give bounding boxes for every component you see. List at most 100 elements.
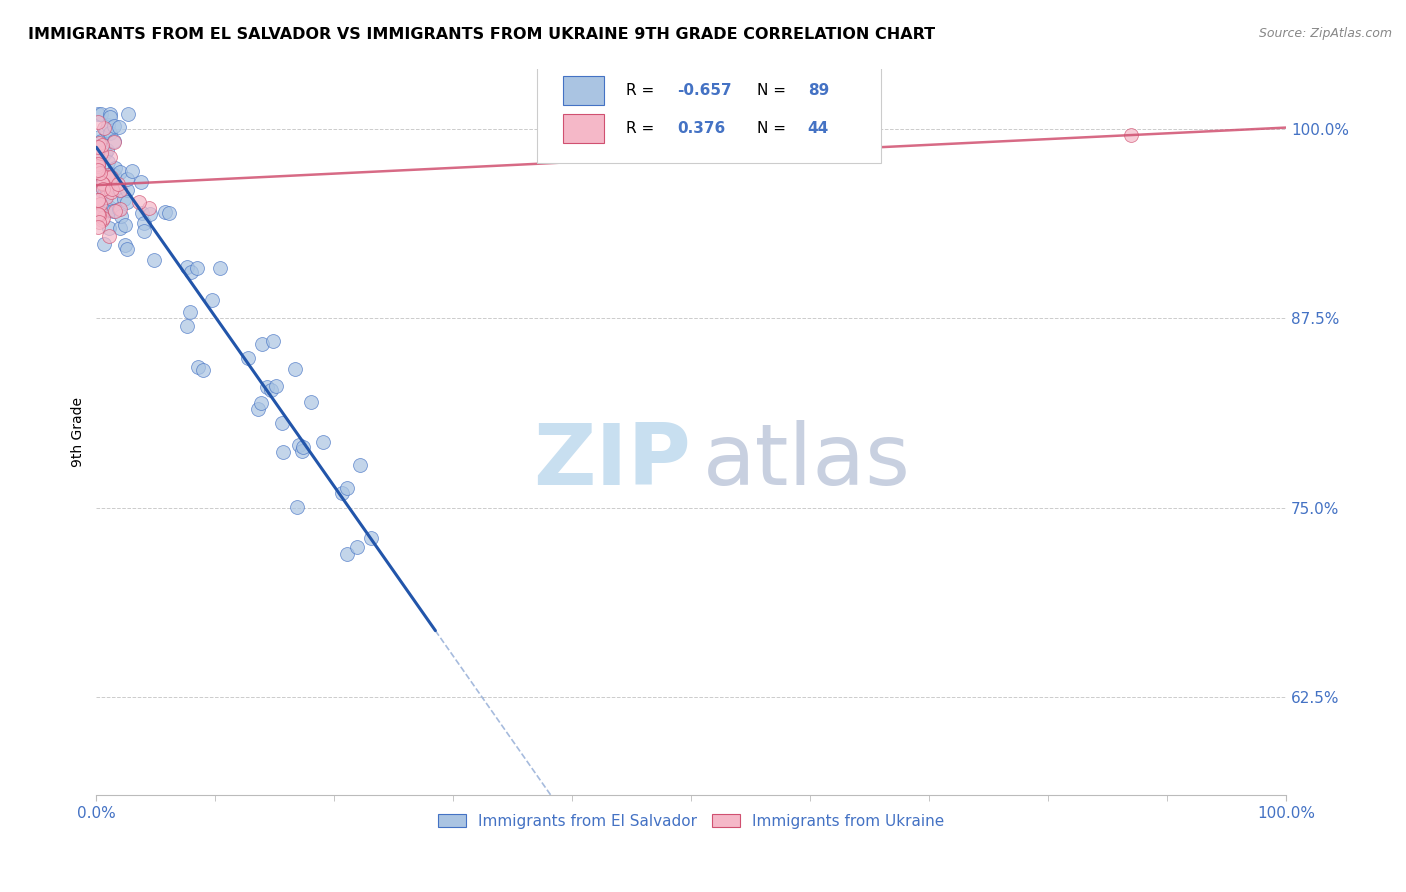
Point [101, 193, 124, 207]
Text: ZIP: ZIP [533, 419, 692, 502]
Point [101, 203, 124, 218]
Point [259, 383, 281, 397]
Point [247, 402, 270, 417]
Point [349, 458, 371, 473]
Point [87, 208, 110, 222]
Point [201, 293, 224, 307]
Point [143, 252, 166, 267]
Point [291, 444, 314, 458]
Point [90, 146, 112, 161]
Point [108, 120, 131, 134]
Point [115, 183, 138, 197]
Point [138, 207, 160, 221]
Point [108, 202, 131, 217]
Point [191, 363, 214, 377]
Point [134, 224, 156, 238]
Point [179, 305, 201, 319]
Point [86, 159, 108, 173]
Point [108, 183, 131, 197]
Point [96, 123, 118, 137]
Point [91, 147, 114, 161]
Point [108, 202, 131, 216]
Point [180, 265, 202, 279]
Text: 0.376: 0.376 [676, 121, 725, 136]
Point [108, 220, 131, 235]
Point [98, 107, 121, 121]
FancyBboxPatch shape [537, 54, 882, 163]
Point [262, 334, 284, 348]
Point [93, 237, 115, 252]
Point [91, 138, 114, 153]
Point [157, 206, 180, 220]
Point [87, 140, 110, 154]
Point [271, 416, 294, 430]
Point [98, 182, 121, 196]
Point [250, 396, 273, 410]
Point [87, 136, 110, 150]
Point [100, 186, 122, 200]
Text: N =: N = [756, 121, 790, 136]
FancyBboxPatch shape [562, 76, 605, 105]
Point [97, 118, 120, 132]
Point [117, 242, 139, 256]
Point [90, 107, 112, 121]
Point [292, 440, 315, 454]
Point [91, 212, 114, 227]
Point [86, 207, 108, 221]
Point [284, 362, 307, 376]
Point [103, 169, 125, 183]
Y-axis label: 9th Grade: 9th Grade [72, 397, 86, 467]
Point [104, 204, 127, 219]
Point [91, 177, 114, 191]
Point [271, 445, 294, 459]
Point [103, 120, 125, 134]
Point [86, 193, 108, 207]
Point [98, 200, 121, 214]
Point [128, 194, 150, 209]
Legend: Immigrants from El Salvador, Immigrants from Ukraine: Immigrants from El Salvador, Immigrants … [432, 808, 950, 835]
Text: 44: 44 [807, 121, 830, 136]
Point [93, 184, 115, 198]
Point [108, 164, 131, 178]
Point [87, 178, 110, 192]
Point [91, 174, 114, 188]
Point [176, 260, 198, 274]
Point [336, 547, 359, 561]
Point [114, 219, 136, 233]
Point [121, 164, 143, 178]
Point [114, 238, 136, 252]
Point [94, 172, 117, 186]
Point [90, 183, 112, 197]
Point [98, 228, 121, 243]
Point [336, 481, 359, 495]
Text: atlas: atlas [703, 419, 911, 502]
Point [285, 500, 308, 515]
Point [209, 261, 232, 276]
Point [90, 177, 112, 191]
Point [236, 351, 259, 366]
Point [93, 174, 115, 188]
Point [91, 207, 114, 221]
Point [98, 221, 121, 235]
Text: R =: R = [626, 83, 659, 98]
Point [98, 126, 121, 140]
Point [187, 359, 209, 374]
Point [86, 219, 108, 234]
Point [87, 215, 110, 229]
Point [96, 170, 118, 185]
Point [104, 161, 127, 175]
Point [288, 437, 311, 451]
Point [97, 168, 120, 182]
Point [346, 540, 368, 554]
Point [87, 107, 110, 121]
Point [94, 145, 117, 160]
Point [103, 134, 125, 148]
Point [86, 114, 108, 128]
Point [100, 169, 122, 184]
Point [94, 188, 117, 202]
Point [87, 162, 110, 177]
Point [110, 209, 132, 223]
Point [330, 485, 353, 500]
Point [115, 171, 138, 186]
Point [86, 152, 108, 166]
